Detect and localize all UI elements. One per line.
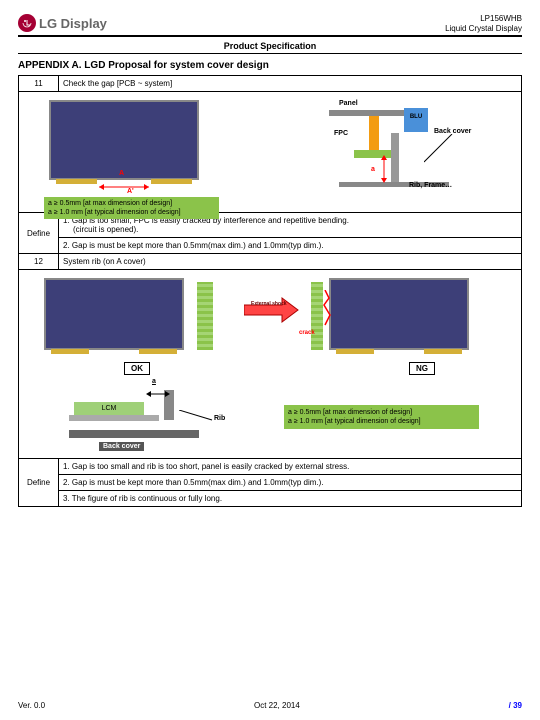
spec-box-11: a ≥ 0.5mm [at max dimension of design]a … (44, 197, 219, 219)
row-num: 11 (19, 76, 59, 92)
footer: Ver. 0.0 Oct 22, 2014 / 39 (18, 701, 522, 710)
arrow-icon (94, 180, 154, 194)
fpc-label: FPC (334, 130, 348, 137)
row-title: Check the gap [PCB ~ system] (59, 76, 522, 92)
logo-icon (18, 14, 36, 32)
appendix-title: APPENDIX A. LGD Proposal for system cove… (18, 60, 522, 71)
version: Ver. 0.0 (18, 701, 45, 710)
display-front (49, 100, 199, 180)
model-num: LP156WHB (445, 14, 522, 24)
diagram-12: External shock crack OK NG LCM a Rib Bac… (19, 270, 521, 458)
define-12-3: 3. The figure of rib is continuous or fu… (59, 491, 522, 507)
line-icon (424, 134, 454, 164)
line-icon (179, 410, 214, 425)
define-12-1: 1. Gap is too small and rib is too short… (59, 459, 522, 475)
display-ok (44, 278, 184, 350)
backcover-label-12: Back cover (99, 442, 144, 451)
a-dim: a (371, 166, 375, 173)
lcm-box: LCM (74, 402, 144, 415)
shock-arrow-icon (244, 295, 299, 325)
cross-section-11: Panel BLU FPC Back cover Rib, Frame… a (309, 100, 489, 200)
rib-ok (197, 282, 213, 350)
dim-arrow-icon (379, 155, 389, 183)
dim-a: A (119, 170, 124, 177)
dim-arrow-icon (146, 388, 170, 400)
rib-label-12: Rib (214, 415, 225, 422)
page-num: / 39 (509, 701, 522, 710)
spec-title: Product Specification (18, 41, 522, 54)
define-label: Define (19, 459, 59, 507)
display-ng (329, 278, 469, 350)
diagram-11: A A' a ≥ 0.5mm [at max dimension of desi… (19, 92, 521, 212)
crack-label: crack (299, 330, 315, 336)
blu-label: BLU (404, 108, 428, 132)
date: Oct 22, 2014 (254, 701, 300, 710)
logo: LG Display (18, 14, 107, 32)
row-num: 12 (19, 254, 59, 270)
define-11-2: 2. Gap is must be kept more than 0.5mm(m… (59, 238, 522, 254)
header: LG Display LP156WHB Liquid Crystal Displ… (18, 14, 522, 37)
model-desc: Liquid Crystal Display (445, 24, 522, 34)
ng-label: NG (409, 362, 435, 375)
spec-box-12: a ≥ 0.5mm [at max dimension of design]a … (284, 405, 479, 429)
define-12-2: 2. Gap is must be kept more than 0.5mm(m… (59, 475, 522, 491)
spec-table: 11 Check the gap [PCB ~ system] A A' a ≥… (18, 75, 522, 507)
crack-icon (322, 290, 334, 330)
row-title: System rib (on A cover) (59, 254, 522, 270)
header-model: LP156WHB Liquid Crystal Display (445, 14, 522, 33)
shock-label: External shock (251, 302, 287, 307)
a-label-12: a (152, 378, 156, 385)
panel-label: Panel (339, 100, 358, 107)
logo-text: LG Display (39, 16, 107, 31)
ok-label: OK (124, 362, 150, 375)
rib-label: Rib, Frame… (409, 182, 452, 189)
